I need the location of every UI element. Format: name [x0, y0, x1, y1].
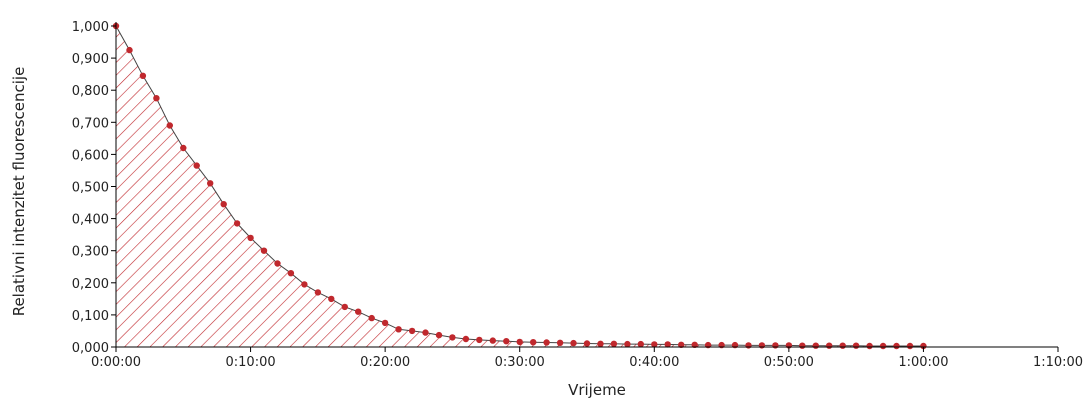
data-point: [139, 72, 147, 80]
data-point: [341, 303, 348, 311]
data-point: [597, 340, 604, 347]
y-axis-title: Relativni intenzitet fluorescencije: [10, 67, 28, 317]
data-point: [570, 339, 577, 347]
y-tick-label: 0,400: [72, 213, 109, 228]
data-point: [449, 334, 456, 341]
x-axis-ticks: 0:00:00 0:10:00 0:20:00 0:30:00 0:40:00 0:50:…: [91, 347, 1083, 370]
data-point: [651, 341, 658, 348]
y-tick-label: 0,200: [72, 277, 109, 292]
x-tick-label: 0:30:00: [495, 355, 545, 370]
data-point: [489, 337, 496, 344]
data-point: [274, 260, 281, 267]
y-axis-ticks: 0,000 0,100 0,200 0,300 0,400 0,500 0,600 0,700…: [72, 20, 116, 356]
data-point: [610, 340, 618, 347]
data-point: [408, 327, 416, 335]
data-point: [260, 247, 268, 254]
data-point: [866, 342, 873, 350]
axes: [115, 22, 1058, 348]
y-tick-label: 1,000: [72, 20, 109, 35]
data-point: [233, 220, 241, 227]
x-tick-label: 0:50:00: [764, 355, 814, 370]
series-marker-layer: [112, 22, 927, 350]
y-tick-label: 0,300: [72, 245, 109, 260]
data-point: [153, 95, 160, 102]
data-point: [745, 342, 752, 349]
y-tick-label: 0,800: [72, 84, 109, 99]
data-point: [287, 270, 295, 277]
data-point: [530, 339, 537, 346]
data-point: [126, 46, 133, 54]
data-point: [462, 335, 470, 343]
x-tick-label: 1:00:00: [898, 355, 948, 370]
x-axis-title: Vrijeme: [568, 381, 626, 399]
data-point: [893, 342, 900, 350]
y-tick-label: 0,900: [72, 52, 109, 67]
data-point: [476, 336, 483, 344]
data-point: [543, 339, 550, 346]
x-tick-label: 1:10:00: [1033, 355, 1083, 370]
area-fill: [116, 26, 924, 347]
data-point: [180, 144, 187, 152]
data-point: [906, 342, 914, 350]
data-point: [839, 342, 846, 349]
data-point: [758, 342, 766, 349]
y-tick-label: 0,000: [72, 341, 109, 356]
data-point: [395, 326, 402, 333]
data-point: [166, 122, 173, 129]
data-point: [812, 342, 819, 349]
data-point: [435, 331, 443, 339]
data-point: [314, 289, 322, 296]
y-tick-label: 0,100: [72, 309, 109, 324]
data-point: [583, 340, 591, 347]
data-point: [691, 341, 698, 348]
x-tick-label: 0:40:00: [629, 355, 679, 370]
data-point: [799, 342, 806, 349]
data-point: [772, 342, 779, 349]
y-tick-label: 0,700: [72, 116, 109, 131]
x-tick-label: 0:20:00: [360, 355, 410, 370]
data-point: [355, 308, 362, 315]
data-point: [381, 319, 389, 327]
data-point: [879, 342, 887, 350]
data-point: [503, 338, 510, 345]
data-point: [664, 341, 671, 348]
data-point: [920, 342, 927, 350]
x-tick-label: 0:10:00: [226, 355, 276, 370]
data-point: [368, 314, 375, 322]
y-tick-label: 0,500: [72, 181, 109, 196]
data-point: [193, 162, 200, 169]
y-tick-label: 0,600: [72, 148, 109, 163]
data-point: [678, 341, 685, 348]
data-point: [556, 339, 564, 346]
data-point: [220, 201, 227, 208]
data-point: [826, 342, 833, 349]
data-point: [516, 338, 523, 346]
data-point: [637, 340, 644, 348]
data-point: [301, 281, 308, 288]
area-fill-layer: [116, 26, 924, 347]
data-point: [207, 180, 214, 187]
data-point: [247, 234, 254, 242]
data-point: [328, 295, 335, 303]
data-point: [852, 342, 860, 349]
data-point: [422, 329, 429, 336]
data-point: [624, 340, 631, 348]
x-tick-label: 0:00:00: [91, 355, 141, 370]
